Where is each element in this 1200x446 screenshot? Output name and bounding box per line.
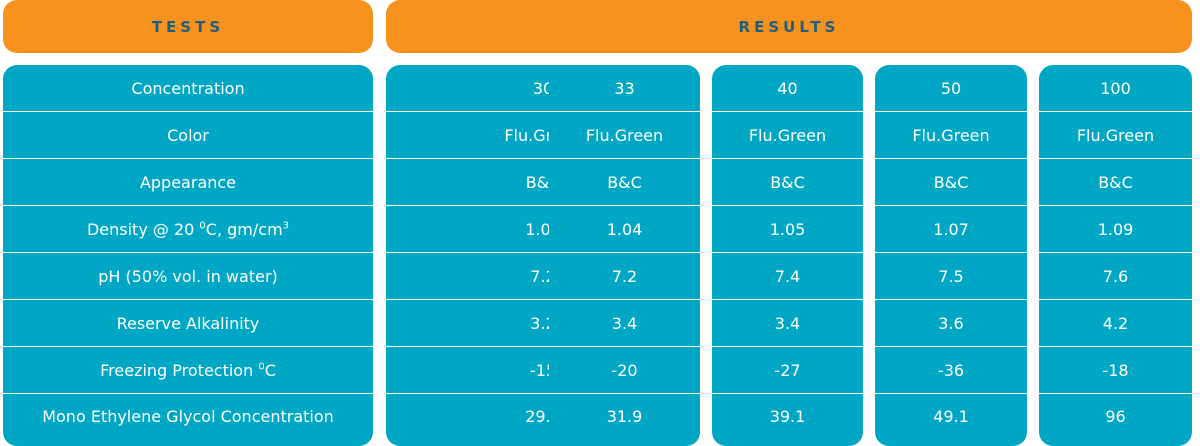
results-header-label: RESULTS (738, 17, 840, 36)
result-cell: 1.04 (549, 206, 700, 253)
test-label: Color (167, 125, 209, 145)
test-row-freezing-protection: Freezing Protection 0C (3, 347, 373, 394)
result-cell: -18 (1039, 347, 1192, 394)
test-row-color: Color (3, 112, 373, 159)
results-header: RESULTS (386, 0, 1192, 53)
result-cell: 30 (386, 65, 700, 112)
result-column-4: 50 Flu.Green B&C 1.07 7.5 3.6 -36 49.1 (875, 65, 1027, 446)
result-cell: 1.05 (712, 206, 863, 253)
result-cell: B&C (549, 159, 700, 206)
result-cell: 3.6 (875, 300, 1027, 347)
test-label-text: Density @ 20 (86, 219, 200, 239)
test-row-density: Density @ 20 0C, gm/cm3 (3, 206, 373, 253)
result-cell: 3.4 (712, 300, 863, 347)
result-cell: 40 (712, 65, 863, 112)
result-cell: 7.6 (1039, 253, 1192, 300)
test-label: Density @ 20 0C, gm/cm3 (87, 220, 289, 239)
tests-header: TESTS (3, 0, 373, 53)
test-label-text: Freezing Protection (100, 360, 259, 380)
result-column-3: 40 Flu.Green B&C 1.05 7.4 3.4 -27 39.1 (712, 65, 863, 446)
result-cell: Flu.Green (875, 112, 1027, 159)
cubic-superscript: 3 (282, 220, 290, 232)
test-label-text-mid: C (264, 360, 276, 380)
result-cell: 7.2 (549, 253, 700, 300)
result-column-5: 100 Flu.Green B&C 1.09 7.6 4.2 -18 96 (1039, 65, 1192, 446)
result-cell: 33 (549, 65, 700, 112)
test-row-meg-concentration: Mono Ethylene Glycol Concentration (3, 394, 373, 439)
result-cell: Flu.Green (549, 112, 700, 159)
test-label: Appearance (139, 172, 237, 192)
result-cell: B&C (712, 159, 863, 206)
test-row-concentration: Concentration (3, 65, 373, 112)
result-cell: Flu.Green (712, 112, 863, 159)
result-cell: 50 (875, 65, 1027, 112)
result-cell: 31.9 (606, 407, 643, 426)
result-cell: -27 (712, 347, 863, 394)
test-label: pH (50% vol. in water) (98, 266, 278, 286)
test-label: Reserve Alkalinity (116, 313, 260, 333)
result-cell: Flu.Green (1039, 112, 1192, 159)
tests-column: Concentration Color Appearance Density @… (3, 65, 373, 446)
result-cell: 39.1 (769, 407, 806, 426)
result-cell: B&C (875, 159, 1027, 206)
degree-superscript: 0 (199, 220, 206, 232)
result-cell: 96 (1105, 407, 1126, 426)
result-cell: 7.4 (712, 253, 863, 300)
result-cell: 49.1 (933, 407, 969, 426)
test-row-appearance: Appearance (3, 159, 373, 206)
test-row-reserve-alkalinity: Reserve Alkalinity (3, 300, 373, 347)
result-cell: 4.2 (1039, 300, 1192, 347)
result-cell: 100 (1039, 65, 1192, 112)
result-cell: 1.09 (1039, 206, 1192, 253)
result-cell: 1.07 (875, 206, 1027, 253)
result-cell: 7.5 (875, 253, 1027, 300)
test-label: Freezing Protection 0C (100, 361, 276, 380)
result-cell: 3.4 (549, 300, 700, 347)
tests-header-label: TESTS (151, 17, 225, 36)
result-cell: B&C (1039, 159, 1192, 206)
test-label-text-mid: C, gm/cm (205, 219, 283, 239)
test-label: Concentration (131, 78, 245, 98)
test-row-ph: pH (50% vol. in water) (3, 253, 373, 300)
result-column-2: 33 Flu.Green B&C 1.04 7.2 3.4 -20 31.9 (549, 65, 700, 446)
result-cell: -36 (875, 347, 1027, 394)
result-cell: -20 (549, 347, 700, 394)
test-label: Mono Ethylene Glycol Concentration (42, 407, 334, 426)
degree-superscript: 0 (258, 361, 265, 373)
